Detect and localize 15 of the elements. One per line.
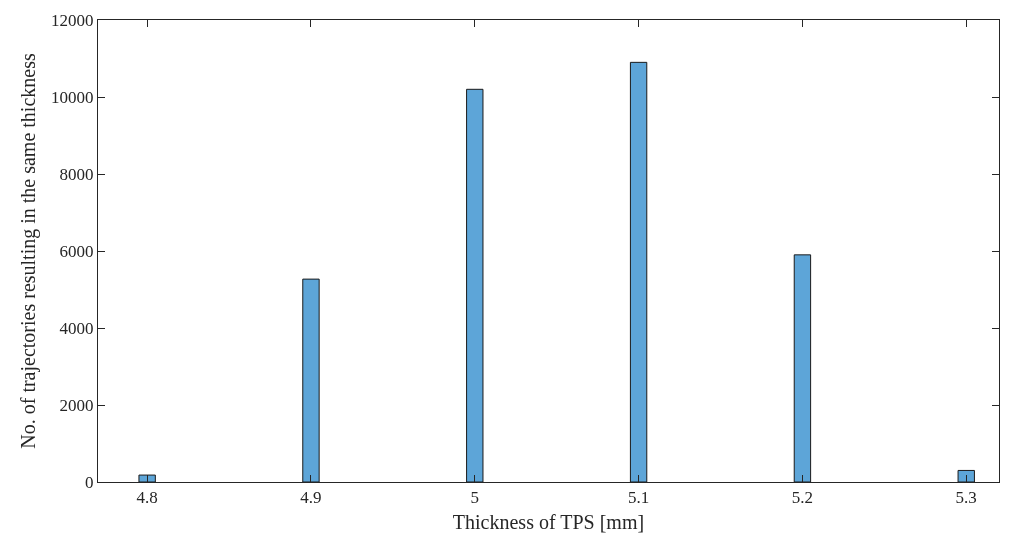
x-tick-label: 5.3: [955, 488, 977, 508]
y-tick-label: 4000: [59, 318, 94, 338]
x-tick-label: 5.2: [791, 488, 814, 508]
y-tick-label: 0: [85, 472, 94, 492]
y-tick-label: 8000: [59, 164, 94, 184]
y-tick-label: 10000: [51, 87, 94, 107]
y-tick-label: 6000: [59, 241, 94, 261]
x-tick-label: 5: [470, 488, 480, 508]
y-tick-label: 12000: [51, 10, 94, 30]
x-tick-label: 4.9: [300, 488, 322, 508]
x-tick-label: 5.1: [627, 488, 650, 508]
y-axis-title: No. of trajectories resulting in the same thickness: [16, 53, 40, 449]
y-tick-label: 2000: [59, 395, 94, 415]
x-axis-title: Thickness of TPS [mm]: [452, 510, 645, 533]
x-tick-label: 4.8: [136, 488, 158, 508]
